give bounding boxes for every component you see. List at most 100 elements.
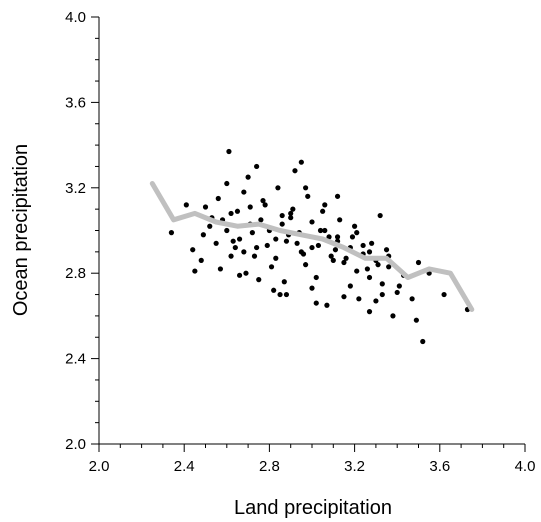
scatter-point xyxy=(364,266,370,272)
scatter-point xyxy=(369,240,375,246)
scatter-point xyxy=(207,223,213,229)
scatter-point xyxy=(415,259,422,266)
scatter-point xyxy=(251,253,258,259)
scatter-point xyxy=(258,217,264,223)
scatter-point xyxy=(300,251,307,257)
scatter-point xyxy=(228,253,234,259)
scatter-point xyxy=(277,291,283,298)
scatter-point xyxy=(283,238,290,244)
scatter-point xyxy=(298,159,304,165)
scatter-point xyxy=(292,168,298,174)
y-tick-label: 2.8 xyxy=(65,265,86,282)
scatter-point xyxy=(245,174,251,180)
scatter-point xyxy=(341,259,347,266)
scatter-point xyxy=(320,208,326,214)
scatter-point xyxy=(264,242,270,249)
scatter-point xyxy=(260,198,266,204)
scatter-point xyxy=(366,249,373,255)
scatter-point xyxy=(281,279,287,285)
scatter-point xyxy=(283,291,290,298)
y-tick-label: 3.2 xyxy=(65,180,86,197)
scatter-point xyxy=(332,247,339,253)
y-tick-label: 4.0 xyxy=(65,9,86,26)
scatter-point xyxy=(256,277,262,283)
scatter-point xyxy=(347,283,353,289)
scatter-point xyxy=(247,204,253,210)
y-axis-title: Ocean precipitation xyxy=(10,144,32,316)
scatter-point xyxy=(249,230,255,236)
scatter-point xyxy=(315,242,321,249)
plot-area xyxy=(149,148,475,345)
scatter-point xyxy=(341,294,347,300)
scatter-point xyxy=(334,234,341,240)
scatter-point xyxy=(343,255,349,261)
scatter-point xyxy=(334,193,341,199)
scatter-point xyxy=(241,249,247,255)
scatter-point xyxy=(313,274,319,281)
scatter-point xyxy=(168,230,175,236)
scatter-point xyxy=(303,262,309,268)
x-tick-label: 3.2 xyxy=(344,458,365,475)
scatter-point xyxy=(309,219,315,225)
scatter-point xyxy=(202,204,209,210)
scatter-point xyxy=(349,234,356,240)
scatter-point xyxy=(273,255,279,261)
scatter-point xyxy=(279,221,285,227)
axes: 2.0 2.4 2.8 3.2 3.6 4.0 2.0 2.4 2.8 3.2 3.6 4.0 xyxy=(65,9,535,475)
scatter-point xyxy=(396,283,402,289)
scatter-point xyxy=(183,202,189,208)
scatter-point xyxy=(322,202,328,208)
y-tick-label: 3.6 xyxy=(65,94,86,111)
x-tick-label: 2.0 xyxy=(89,458,110,475)
scatter-point xyxy=(262,202,268,208)
scatter-point xyxy=(354,230,360,236)
scatter-point xyxy=(379,291,385,298)
scatter-point xyxy=(232,244,238,251)
scatter-point xyxy=(322,227,328,234)
scatter-point xyxy=(198,257,204,263)
scatter-point xyxy=(441,291,447,298)
x-tick-label: 2.4 xyxy=(174,458,195,475)
scatter-point xyxy=(224,227,230,234)
scatter-point xyxy=(409,296,415,302)
scatter-point xyxy=(330,257,336,263)
scatter-point xyxy=(413,317,419,323)
x-tick-label: 4.0 xyxy=(515,458,536,475)
x-axis-title: Land precipitation xyxy=(234,497,392,519)
scatter-point xyxy=(215,195,221,202)
x-tick-label: 2.8 xyxy=(259,458,280,475)
scatter-point xyxy=(273,236,279,242)
scatter-point xyxy=(217,266,224,272)
scatter-point xyxy=(271,287,277,293)
scatter-point xyxy=(326,234,332,240)
scatter-point xyxy=(254,163,260,170)
scatter-point xyxy=(192,268,198,274)
y-tick-label: 2.4 xyxy=(65,351,86,368)
scatter-point xyxy=(228,210,234,217)
scatter-point xyxy=(352,223,358,229)
scatter-point xyxy=(366,309,373,315)
scatter-point xyxy=(317,227,324,234)
scatter-point xyxy=(379,281,385,287)
scatter-point xyxy=(290,206,296,212)
scatter-point xyxy=(224,180,230,187)
scatter-point xyxy=(375,262,381,268)
scatter-point xyxy=(190,247,196,253)
scatter-point xyxy=(366,274,373,281)
scatter-point xyxy=(394,289,400,296)
scatter-point xyxy=(373,298,379,304)
scatter-point xyxy=(294,240,300,246)
scatter-point xyxy=(328,253,334,259)
scatter-point xyxy=(337,217,343,223)
scatter-point xyxy=(200,232,206,238)
scatter-point xyxy=(288,215,294,221)
scatter-point xyxy=(254,244,260,251)
scatter-point xyxy=(234,208,241,214)
y-tick-label: 2.0 xyxy=(65,436,86,453)
scatter-point xyxy=(324,302,330,308)
scatter-point xyxy=(386,264,392,270)
scatter-point xyxy=(226,148,232,155)
scatter-point xyxy=(236,236,243,242)
